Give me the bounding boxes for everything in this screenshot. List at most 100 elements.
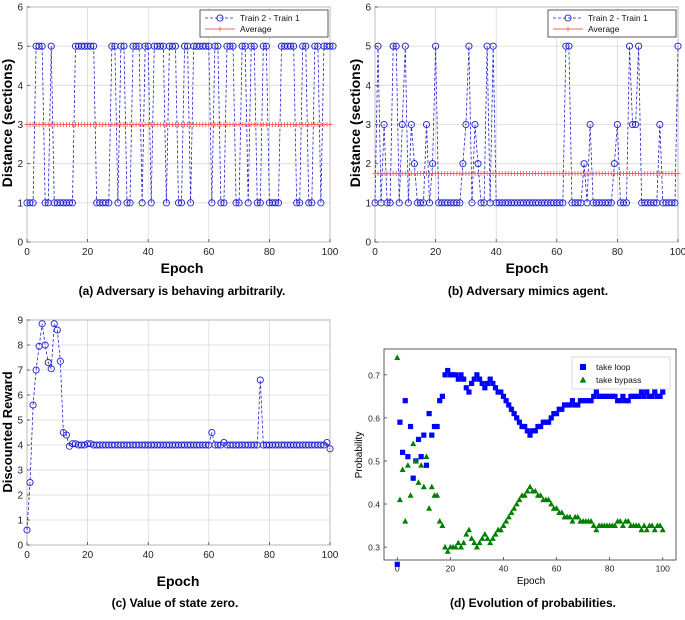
a-data-point (238, 42, 246, 50)
a-y-tick-label: 1 (17, 198, 23, 209)
d-take-loop-point (527, 432, 533, 438)
a-data-point (217, 199, 225, 207)
b-data-point (559, 199, 567, 207)
d-take-loop-point (601, 393, 607, 399)
d-take-bypass-point (489, 535, 496, 541)
d-take-bypass-point (566, 513, 573, 520)
b-legend-box (547, 9, 677, 38)
d-take-bypass-point (511, 505, 518, 511)
d-take-bypass-point (476, 539, 483, 546)
b-data-point (619, 199, 628, 207)
a-data-point (274, 199, 283, 207)
c-data-point (62, 431, 70, 439)
a-data-point (214, 42, 222, 50)
d-take-loop-point (654, 393, 661, 399)
c-data-point (208, 428, 216, 437)
d-take-loop-point (612, 393, 618, 399)
d-take-loop-point (524, 428, 530, 434)
d-take-loop-point (434, 423, 440, 430)
d-take-loop-point (514, 415, 520, 421)
d-take-loop-point (561, 402, 568, 408)
chart-d-legend: take loop take bypass (571, 356, 671, 390)
a-y-tick-label: 4 (17, 81, 23, 92)
d-take-loop-point (407, 423, 414, 430)
a-data-point (117, 42, 125, 50)
b-data-point (668, 199, 676, 207)
d-take-loop-point (508, 406, 515, 412)
b-x-tick-label: 60 (551, 247, 563, 258)
a-data-point (208, 199, 216, 207)
a-x-tick-label: 20 (82, 247, 94, 258)
d-take-loop-point (551, 410, 557, 417)
a-data-point (120, 42, 128, 50)
a-x-tick-label: 0 (24, 247, 30, 258)
d-take-bypass-point (508, 509, 515, 516)
a-data-point (232, 199, 240, 207)
d-take-loop-point (569, 398, 576, 404)
d-take-loop-point (553, 410, 560, 417)
d-take-bypass-point (457, 543, 464, 550)
c-y-tick-label: 6 (17, 391, 23, 402)
c-x-tick-label: 0 (24, 550, 30, 561)
d-take-loop-point (484, 380, 491, 387)
d-take-loop-point (593, 389, 599, 395)
a-data-point (253, 199, 261, 207)
d-take-bypass-point (537, 492, 544, 498)
b-y-tick-label: 6 (365, 3, 371, 14)
chart-a-caption: (a) Adversary is behaving arbitrarily. (79, 284, 286, 298)
a-data-point (302, 42, 310, 50)
d-take-bypass-point (434, 492, 441, 498)
d-take-bypass-point (487, 539, 494, 546)
d-take-loop-point (474, 372, 480, 378)
b-data-point (407, 120, 415, 129)
a-data-point (220, 199, 228, 207)
chart-a-x-label: Epoch (161, 260, 204, 276)
d-take-bypass-point (516, 496, 523, 503)
b-data-point (432, 42, 440, 50)
d-take-bypass-point (479, 535, 486, 541)
d-take-loop-point (522, 423, 528, 430)
c-data-point (23, 526, 31, 534)
d-take-loop-point (641, 393, 647, 399)
d-y-tick-label: 0.6 (368, 413, 380, 423)
b-y-tick-label: 3 (365, 120, 371, 131)
b-data-point (674, 42, 682, 50)
d-take-loop-point (405, 454, 411, 460)
d-take-loop-point (437, 398, 443, 404)
c-data-point (323, 438, 331, 447)
a-data-point (41, 199, 49, 207)
a-data-point (102, 199, 110, 207)
a-data-point (259, 42, 267, 50)
d-take-loop-point (599, 393, 605, 399)
b-average-point (675, 170, 681, 176)
a-data-point (296, 199, 304, 207)
chart-b: 0 20 40 60 80 100 0 1 2 3 4 5 6 Epoch Distance (sect… (347, 3, 685, 299)
c-y-tick-label: 1 (17, 516, 23, 527)
d-take-loop-point (482, 385, 488, 391)
a-data-point (187, 199, 195, 207)
a-data-point (311, 42, 319, 50)
b-data-point (607, 199, 615, 207)
d-take-loop-point (556, 406, 562, 412)
d-take-loop-point (577, 398, 584, 404)
d-take-bypass-point (399, 466, 406, 472)
a-data-point (326, 42, 334, 50)
d-take-bypass-point (527, 483, 533, 490)
d-take-loop-point (660, 389, 666, 395)
chart-c-plot-area (26, 319, 331, 546)
b-data-point (650, 199, 658, 207)
c-data-point (250, 441, 258, 449)
a-data-point (38, 42, 46, 50)
d-take-loop-point (535, 423, 541, 430)
d-take-loop-point (588, 398, 594, 404)
d-take-loop-point (402, 398, 408, 404)
b-y-tick-label: 4 (365, 81, 371, 92)
d-take-bypass-point (548, 500, 555, 507)
d-take-bypass-point (649, 522, 656, 528)
a-y-tick-label: 5 (17, 42, 23, 53)
d-take-loop-point (545, 419, 552, 425)
a-data-point (26, 199, 34, 207)
d-take-loop-point (399, 449, 406, 455)
b-data-point (465, 42, 473, 50)
d-take-bypass-point (404, 462, 411, 468)
